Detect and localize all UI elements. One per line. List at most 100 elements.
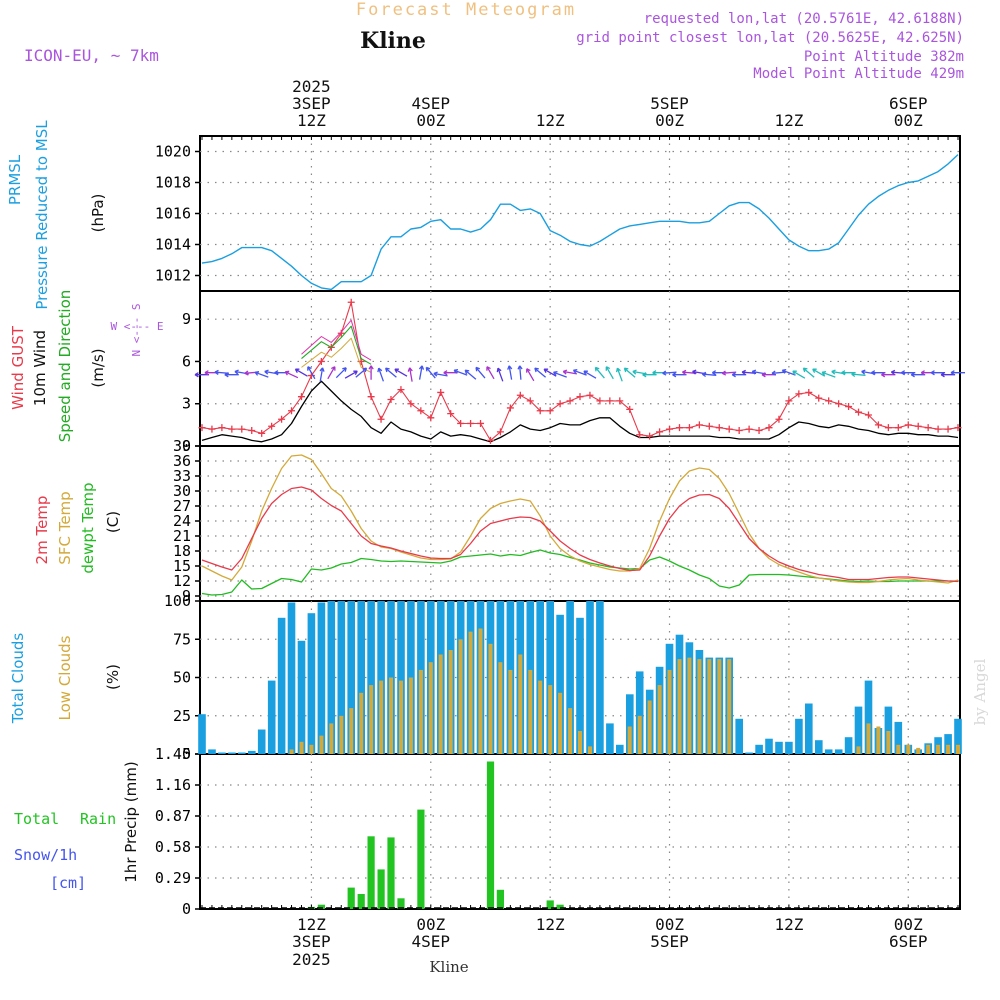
low-cloud-bar bbox=[299, 741, 304, 754]
low-cloud-bar bbox=[697, 659, 702, 754]
low-cloud-bar bbox=[349, 708, 354, 754]
wind-direction-arrow bbox=[910, 372, 926, 378]
total-cloud-bar bbox=[228, 752, 236, 754]
time-label-bottom: 12Z bbox=[297, 915, 326, 934]
low-cloud-bar bbox=[359, 692, 364, 754]
gust-marker bbox=[924, 424, 932, 432]
low-cloud-bar bbox=[309, 744, 314, 754]
wind-peak-line bbox=[301, 337, 372, 373]
sfc-temp-line bbox=[201, 454, 959, 584]
snow-unit: [cm] bbox=[50, 874, 86, 892]
grid-point-coordinates: grid point closest lon,lat (20.5625E, 42… bbox=[576, 30, 964, 46]
time-label-top: 12Z bbox=[536, 111, 565, 130]
low-cloud-bar bbox=[936, 744, 941, 754]
total-cloud-bar bbox=[297, 640, 306, 754]
gust-marker bbox=[884, 424, 892, 432]
low-cloud-bar bbox=[528, 669, 533, 754]
gust-marker bbox=[765, 424, 773, 432]
snow-label: Snow/1h bbox=[14, 846, 77, 864]
wind-direction-arrow bbox=[881, 372, 896, 378]
gust-marker bbox=[845, 403, 853, 411]
y-tick-label: 9 bbox=[182, 310, 191, 328]
low-cloud-bar bbox=[926, 744, 931, 754]
gust-marker bbox=[417, 407, 425, 415]
low-cloud-bar bbox=[946, 744, 951, 754]
wind-direction-arrow bbox=[731, 372, 747, 378]
wind-direction-arrow bbox=[615, 367, 623, 382]
wind-direction-arrow bbox=[792, 370, 806, 379]
panel-frame-2 bbox=[199, 445, 961, 602]
total-cloud-bar bbox=[824, 749, 833, 754]
total-cloud-bar bbox=[257, 729, 266, 754]
time-label-bottom: 00Z bbox=[655, 915, 684, 934]
total-cloud-bar bbox=[884, 706, 893, 754]
rain-bar bbox=[556, 904, 564, 909]
wind-direction-arrow bbox=[930, 370, 946, 376]
wind-direction-arrow bbox=[543, 368, 557, 377]
gust-marker bbox=[556, 400, 564, 408]
wind-direction-arrow bbox=[507, 365, 513, 380]
y-tick-label: 12 bbox=[173, 572, 191, 590]
total-cloud-bar bbox=[576, 617, 584, 754]
wind-direction-arrow bbox=[950, 370, 965, 376]
total-cloud-bar bbox=[327, 601, 336, 754]
low-cloud-bar bbox=[916, 747, 921, 754]
low-cloud-bar bbox=[488, 643, 493, 754]
wind-speed-line bbox=[201, 380, 959, 443]
pressure-label-short: PRMSL bbox=[6, 154, 24, 205]
y-tick-label: 0 bbox=[182, 745, 191, 763]
gust-marker bbox=[944, 425, 952, 433]
total-cloud-bar bbox=[347, 601, 355, 754]
low-cloud-bar bbox=[866, 723, 871, 754]
gust-marker bbox=[825, 397, 833, 405]
wind-direction-arrow bbox=[672, 372, 687, 378]
model-label: ICON-EU, ~ 7km bbox=[24, 46, 159, 65]
gust-marker bbox=[477, 419, 485, 427]
gust-marker bbox=[397, 386, 405, 394]
panel-frames bbox=[199, 135, 961, 910]
total-cloud-bar bbox=[377, 601, 385, 754]
wind-direction-arrow bbox=[552, 370, 567, 378]
wind-direction-arrow bbox=[534, 367, 547, 378]
precip-unit: 1hr Precip (mm) bbox=[122, 761, 140, 882]
wind-direction-arrow bbox=[319, 367, 325, 382]
total-cloud-bar bbox=[198, 714, 206, 754]
y-tick-label: 15 bbox=[173, 557, 191, 575]
time-label-bottom: 5SEP bbox=[650, 932, 689, 951]
gust-marker bbox=[258, 429, 266, 437]
rain-bar bbox=[317, 904, 325, 909]
total-cloud-bar bbox=[556, 614, 564, 754]
gust-marker bbox=[805, 388, 813, 396]
total-cloud-bar bbox=[815, 740, 823, 754]
low-cloud-bar bbox=[369, 685, 374, 754]
time-label-bottom: 00Z bbox=[894, 915, 923, 934]
low-cloud-bar bbox=[568, 708, 573, 754]
y-tick-label: 27 bbox=[173, 497, 191, 515]
time-label-top: 5SEP bbox=[650, 94, 689, 113]
low-cloud-bar bbox=[677, 659, 682, 754]
wind-direction-arrow bbox=[526, 368, 535, 382]
low-cloud-bar bbox=[627, 726, 632, 754]
total-cloud-bar bbox=[317, 602, 326, 754]
rain-bar bbox=[546, 900, 554, 909]
temp-unit: (C) bbox=[104, 511, 122, 533]
wind-direction-arrow bbox=[254, 370, 269, 378]
gust-marker bbox=[646, 432, 654, 440]
low-clouds-label: Low Clouds bbox=[56, 635, 74, 720]
total-cloud-bar bbox=[606, 723, 614, 754]
total-cloud-bar bbox=[596, 601, 604, 754]
low-cloud-bar bbox=[687, 657, 692, 754]
temperature-labels: 2m Temp SFC Temp dewpt Temp (C) bbox=[33, 482, 122, 573]
low-cloud-bar bbox=[906, 744, 911, 754]
wind-direction-arrow bbox=[335, 367, 347, 379]
total-cloud-bar bbox=[745, 752, 753, 754]
gust-marker bbox=[725, 425, 733, 433]
y-tick-label: 30 bbox=[173, 482, 191, 500]
wind-direction-arrow bbox=[355, 367, 368, 378]
wind-direction-line bbox=[301, 325, 372, 365]
total-cloud-bar bbox=[586, 601, 594, 754]
compass-ns: N <--- S bbox=[130, 304, 143, 357]
low-cloud-bar bbox=[389, 677, 393, 754]
y-tick-label: 9 bbox=[182, 587, 191, 605]
